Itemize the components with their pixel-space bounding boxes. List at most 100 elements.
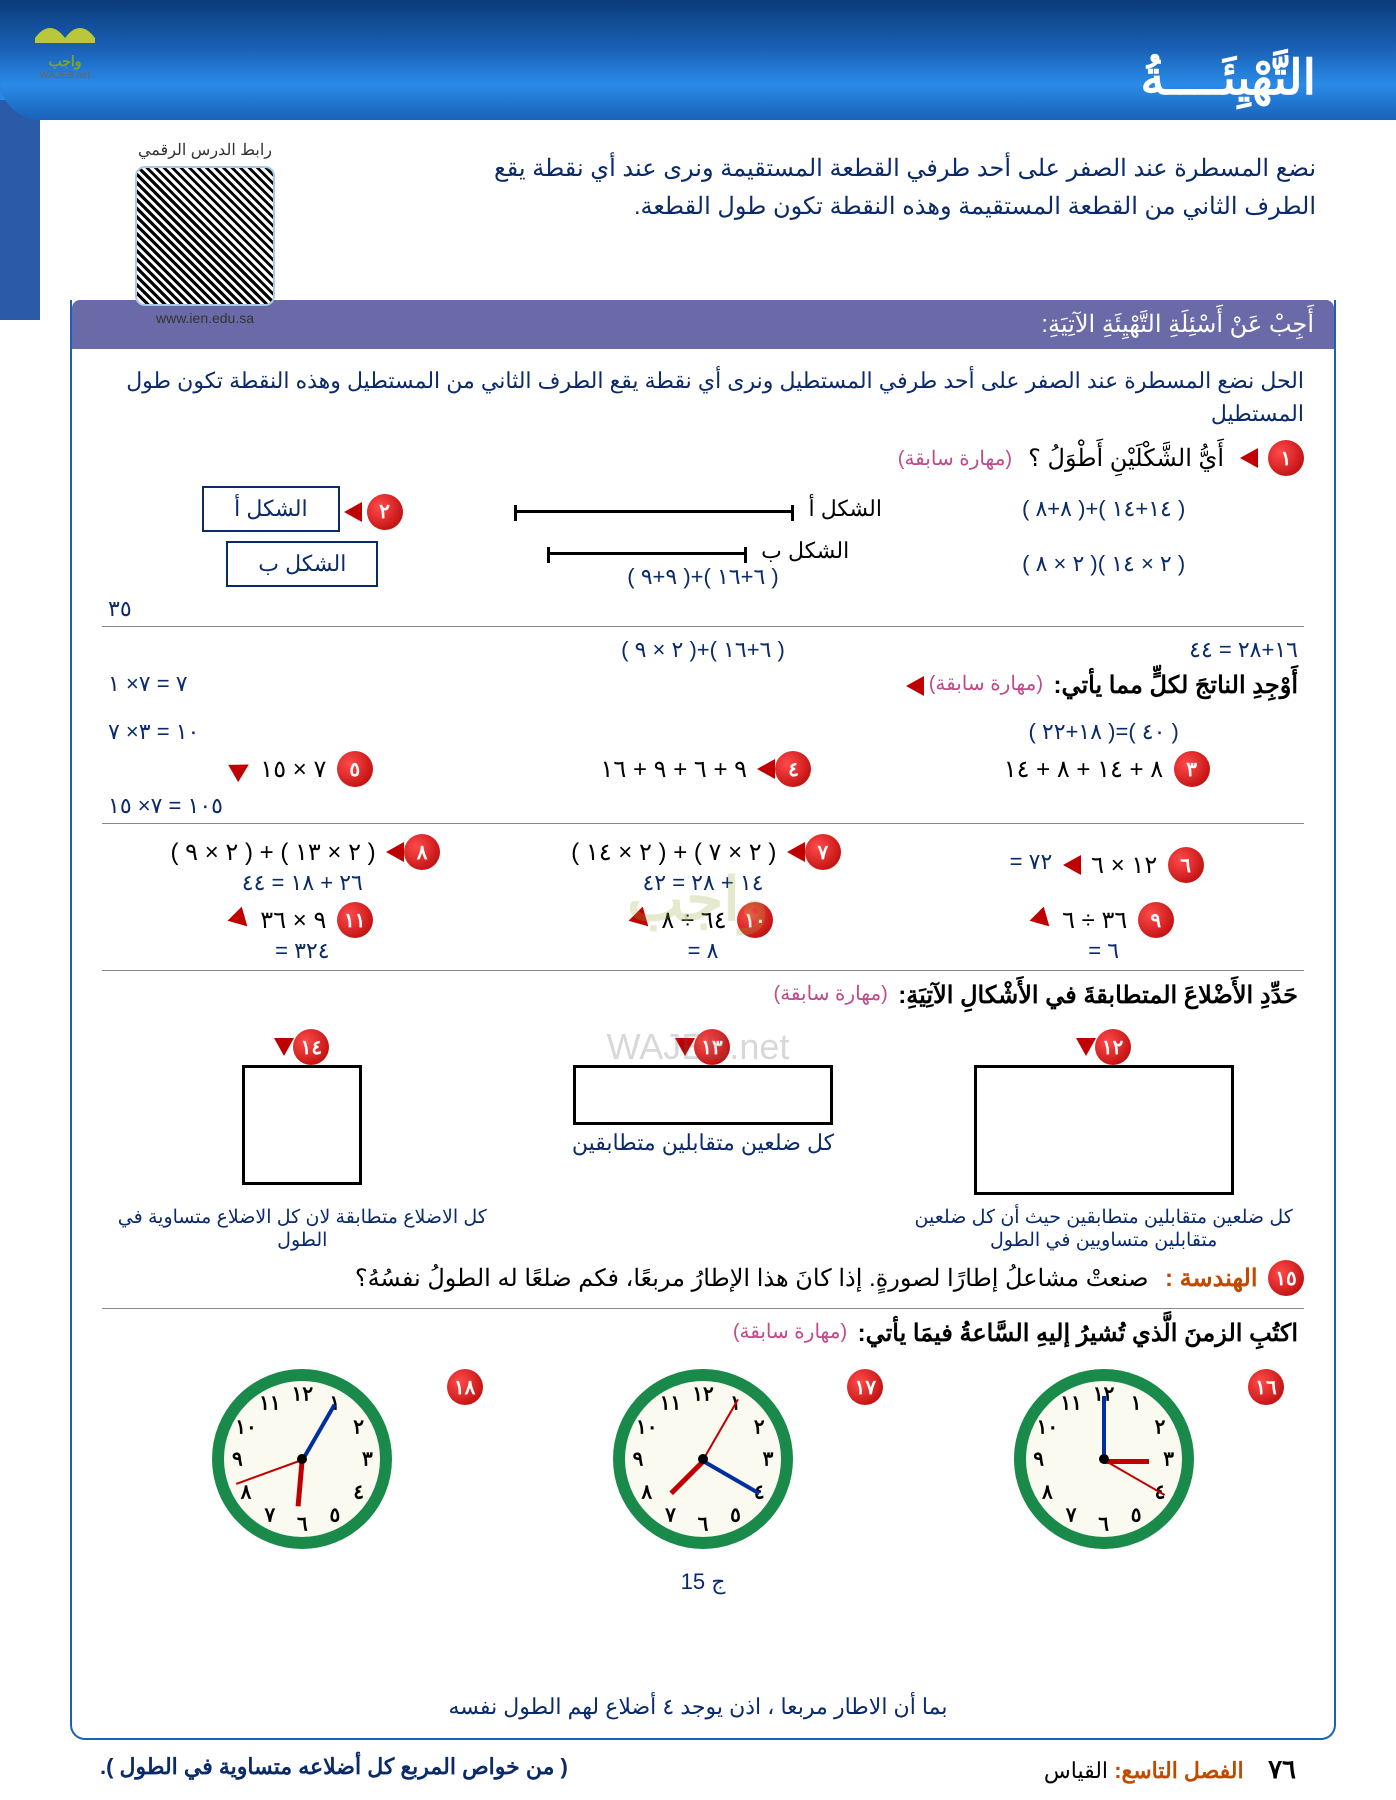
clock-numeral: ١ <box>1131 1390 1142 1415</box>
q-sides-prompt: حَدِّدِ الأَضْلاعَ المتطابقةَ في الأَشْك… <box>898 982 1298 1009</box>
bullet-9: ٩ <box>1138 902 1174 938</box>
bullet-13: ١٣ <box>694 1029 730 1065</box>
arrow-icon <box>629 907 656 934</box>
arrow-icon <box>1029 907 1056 934</box>
clock-bullet: ١٦ <box>1248 1369 1284 1405</box>
prev-skill-1: (مهارة سابقة) <box>898 446 1012 471</box>
bullet-14: ١٤ <box>293 1029 329 1065</box>
clock-numeral: ١٠ <box>1037 1414 1058 1439</box>
clock-min-hand <box>301 1404 337 1462</box>
calc-b: ( ٢ × ٨ )( ٢ × ١٤ ) <box>1022 551 1185 577</box>
arrow-icon <box>1063 855 1081 875</box>
rect-13 <box>573 1065 833 1125</box>
clock-numeral: ٣ <box>1163 1447 1174 1472</box>
q10: ٦٤ ÷ ٨ <box>661 907 726 934</box>
q-shapes-row: ١ أَيُّ الشَّكْلَيْنِ أَطْوَلُ ؟ (مهارة … <box>102 438 1304 478</box>
clock-min-hand <box>1102 1396 1106 1461</box>
clock-hour-hand <box>669 1460 704 1495</box>
q7: ( ٢ × ٧ ) + ( ٢ × ١٤ ) <box>571 839 776 866</box>
side3: ١٠٥ = ٧× ١٥ <box>108 793 223 819</box>
clock-numeral: ٧ <box>1066 1503 1077 1528</box>
bullet-5: ٥ <box>337 751 373 787</box>
bullet-10: ١٠ <box>737 902 773 938</box>
q5: ٧ × ١٥ <box>260 756 326 783</box>
calc-a: ( ٨+٨ )+( ١٤+١٤ ) <box>1022 496 1185 522</box>
content-frame: أَجِبْ عَنْ أَسْئِلَةِ التَّهْيِئَةِ الآ… <box>70 300 1336 1740</box>
shape-b-label: الشكل ب <box>761 538 849 563</box>
qr-label: رابط الدرس الرقمي <box>120 140 290 160</box>
book-icon <box>30 8 100 48</box>
ans14: كل الاضلاع متطابقة لان كل الاضلاع متساوي… <box>108 1206 497 1252</box>
clock-numeral: ٨ <box>641 1479 652 1504</box>
q8-ans: ٢٦ + ١٨ = ٤٤ <box>242 870 363 896</box>
arrow-icon <box>386 842 404 862</box>
ans13: كل ضلعين متقابلين متطابقين <box>572 1130 834 1156</box>
cell-shape-a: الشكل أ <box>503 496 904 522</box>
clock-numeral: ٦ <box>297 1512 308 1537</box>
q4-ans1: ( ٩+٩ )+( ٦+١٦ ) <box>627 564 778 590</box>
clock-numeral: ٩ <box>633 1447 644 1472</box>
footer-row: ٧٦ الفصل التاسع: القياس ( من خواص المربع… <box>100 1754 1296 1785</box>
clock-numeral: ٣ <box>362 1447 373 1472</box>
cell-calc-a: ( ٨+٨ )+( ١٤+١٤ ) <box>903 496 1304 522</box>
clock-numeral: ٦ <box>698 1512 709 1537</box>
clock-numeral: ٣ <box>763 1447 774 1472</box>
clock-numeral: ١٢ <box>292 1382 313 1407</box>
shape-a-label: الشكل أ <box>808 496 881 521</box>
calc-row-345: ٣ ٨ + ١٤ + ٨ + ١٤ ٤ ٩ + ٦ + ٩ + ١٦ ٥ ٧ ×… <box>102 751 1304 787</box>
clock-center <box>1099 1454 1109 1464</box>
clock-numeral: ٧ <box>264 1503 275 1528</box>
q-shapes-prompt: أَيُّ الشَّكْلَيْنِ أَطْوَلُ ؟ <box>1028 444 1224 473</box>
q7-ans: ١٤ + ٢٨ = ٤٢ <box>642 870 763 896</box>
q-calc-prompt: أَوْجِدِ الناتجَ لكلٍّ مما يأتي: <box>1053 672 1298 699</box>
calc-c: ١٦+٢٨ = ٤٤ <box>1189 637 1298 663</box>
q6: ١٢ × ٦ <box>1091 852 1157 879</box>
clock-center <box>297 1454 307 1464</box>
q-clocks-prompt: اكتُبِ الزمنَ الَّذي تُشيرُ إليهِ السَّا… <box>858 1320 1298 1347</box>
q6-ans: = ٧٢ <box>1010 849 1053 875</box>
bullet-3: ٣ <box>1174 751 1210 787</box>
clock-numeral: ٤ <box>353 1479 364 1504</box>
clock-numeral: ٩ <box>1033 1447 1044 1472</box>
arrow-icon <box>675 1038 695 1056</box>
clock-bullet: ١٨ <box>447 1369 483 1405</box>
arrow-icon <box>1076 1038 1096 1056</box>
clock-numeral: ١٠ <box>235 1414 256 1439</box>
page-title: التَّهْيِئَــــةُ <box>1140 50 1316 106</box>
shape-b-line <box>547 552 747 555</box>
bullet-6: ٦ <box>1168 847 1204 883</box>
arrow-icon <box>757 759 775 779</box>
arrow-icon <box>227 907 254 934</box>
clock-numeral: ٧ <box>665 1503 676 1528</box>
arrow-icon <box>228 756 254 782</box>
intro-text: نضع المسطرة عند الصفر على أحد طرفي القطع… <box>416 150 1316 227</box>
bottom-note: بما أن الاطار مربعا ، اذن يوجد ٤ أضلاع ل… <box>0 1694 1396 1720</box>
side1: ٧ = ٧× ١ <box>108 671 188 697</box>
page-ref: ج 15 <box>681 1569 726 1595</box>
shapes-row: ١٢ ١٣ كل ضلعين متقابلين متطابقين ١٤ <box>102 1029 1304 1200</box>
calc-row-91011: ٩ ٣٦ ÷ ٦ = ٦ ١٠ ٦٤ ÷ ٨ = ٨ ١١ ٩ × ٣٦ = ٣… <box>102 902 1304 964</box>
clock-numeral: ٨ <box>1042 1479 1053 1504</box>
bullet-12: ١٢ <box>1095 1029 1131 1065</box>
clock-numeral: ٥ <box>730 1503 741 1528</box>
clock-min-hand <box>702 1459 760 1495</box>
prev-skill-2: (مهارة سابقة) <box>929 673 1043 695</box>
q15-text: صنعتْ مشاعلُ إطارًا لصورةٍ. إذا كانَ هذا… <box>355 1265 1149 1292</box>
clock-bullet: ١٧ <box>847 1369 883 1405</box>
logo-name: واجب <box>30 53 100 70</box>
clock-cell: ١٦١٢١٢٣٤٥٦٧٨٩١٠١١ <box>903 1369 1304 1554</box>
bullet-1: ١ <box>1268 440 1304 476</box>
q3: ٨ + ١٤ + ٨ + ١٤ <box>1004 756 1163 783</box>
clock-cell: ١٧١٢١٢٣٤٥٦٧٨٩١٠١١ <box>503 1369 904 1554</box>
bullet-2a: ٢ <box>367 494 403 530</box>
calc-row-678: ٦ ١٢ × ٦ = ٧٢ ٧ ( ٢ × ٧ ) + ( ٢ × ١٤ ) ١… <box>102 834 1304 896</box>
clock-numeral: ١٠ <box>636 1414 657 1439</box>
bullet-4: ٤ <box>775 751 811 787</box>
qr-url: www.ien.edu.sa <box>120 310 290 326</box>
qr-image <box>135 166 275 306</box>
clock-numeral: ٩ <box>232 1447 243 1472</box>
q9: ٣٦ ÷ ٦ <box>1062 907 1127 934</box>
ans-box-a: الشكل أ <box>202 486 339 532</box>
shape-b-row: ( ٢ × ٨ )( ٢ × ١٤ ) الشكل ب ( ٩+٩ )+( ٦+… <box>102 538 1304 590</box>
clock-numeral: ١١ <box>259 1390 280 1415</box>
